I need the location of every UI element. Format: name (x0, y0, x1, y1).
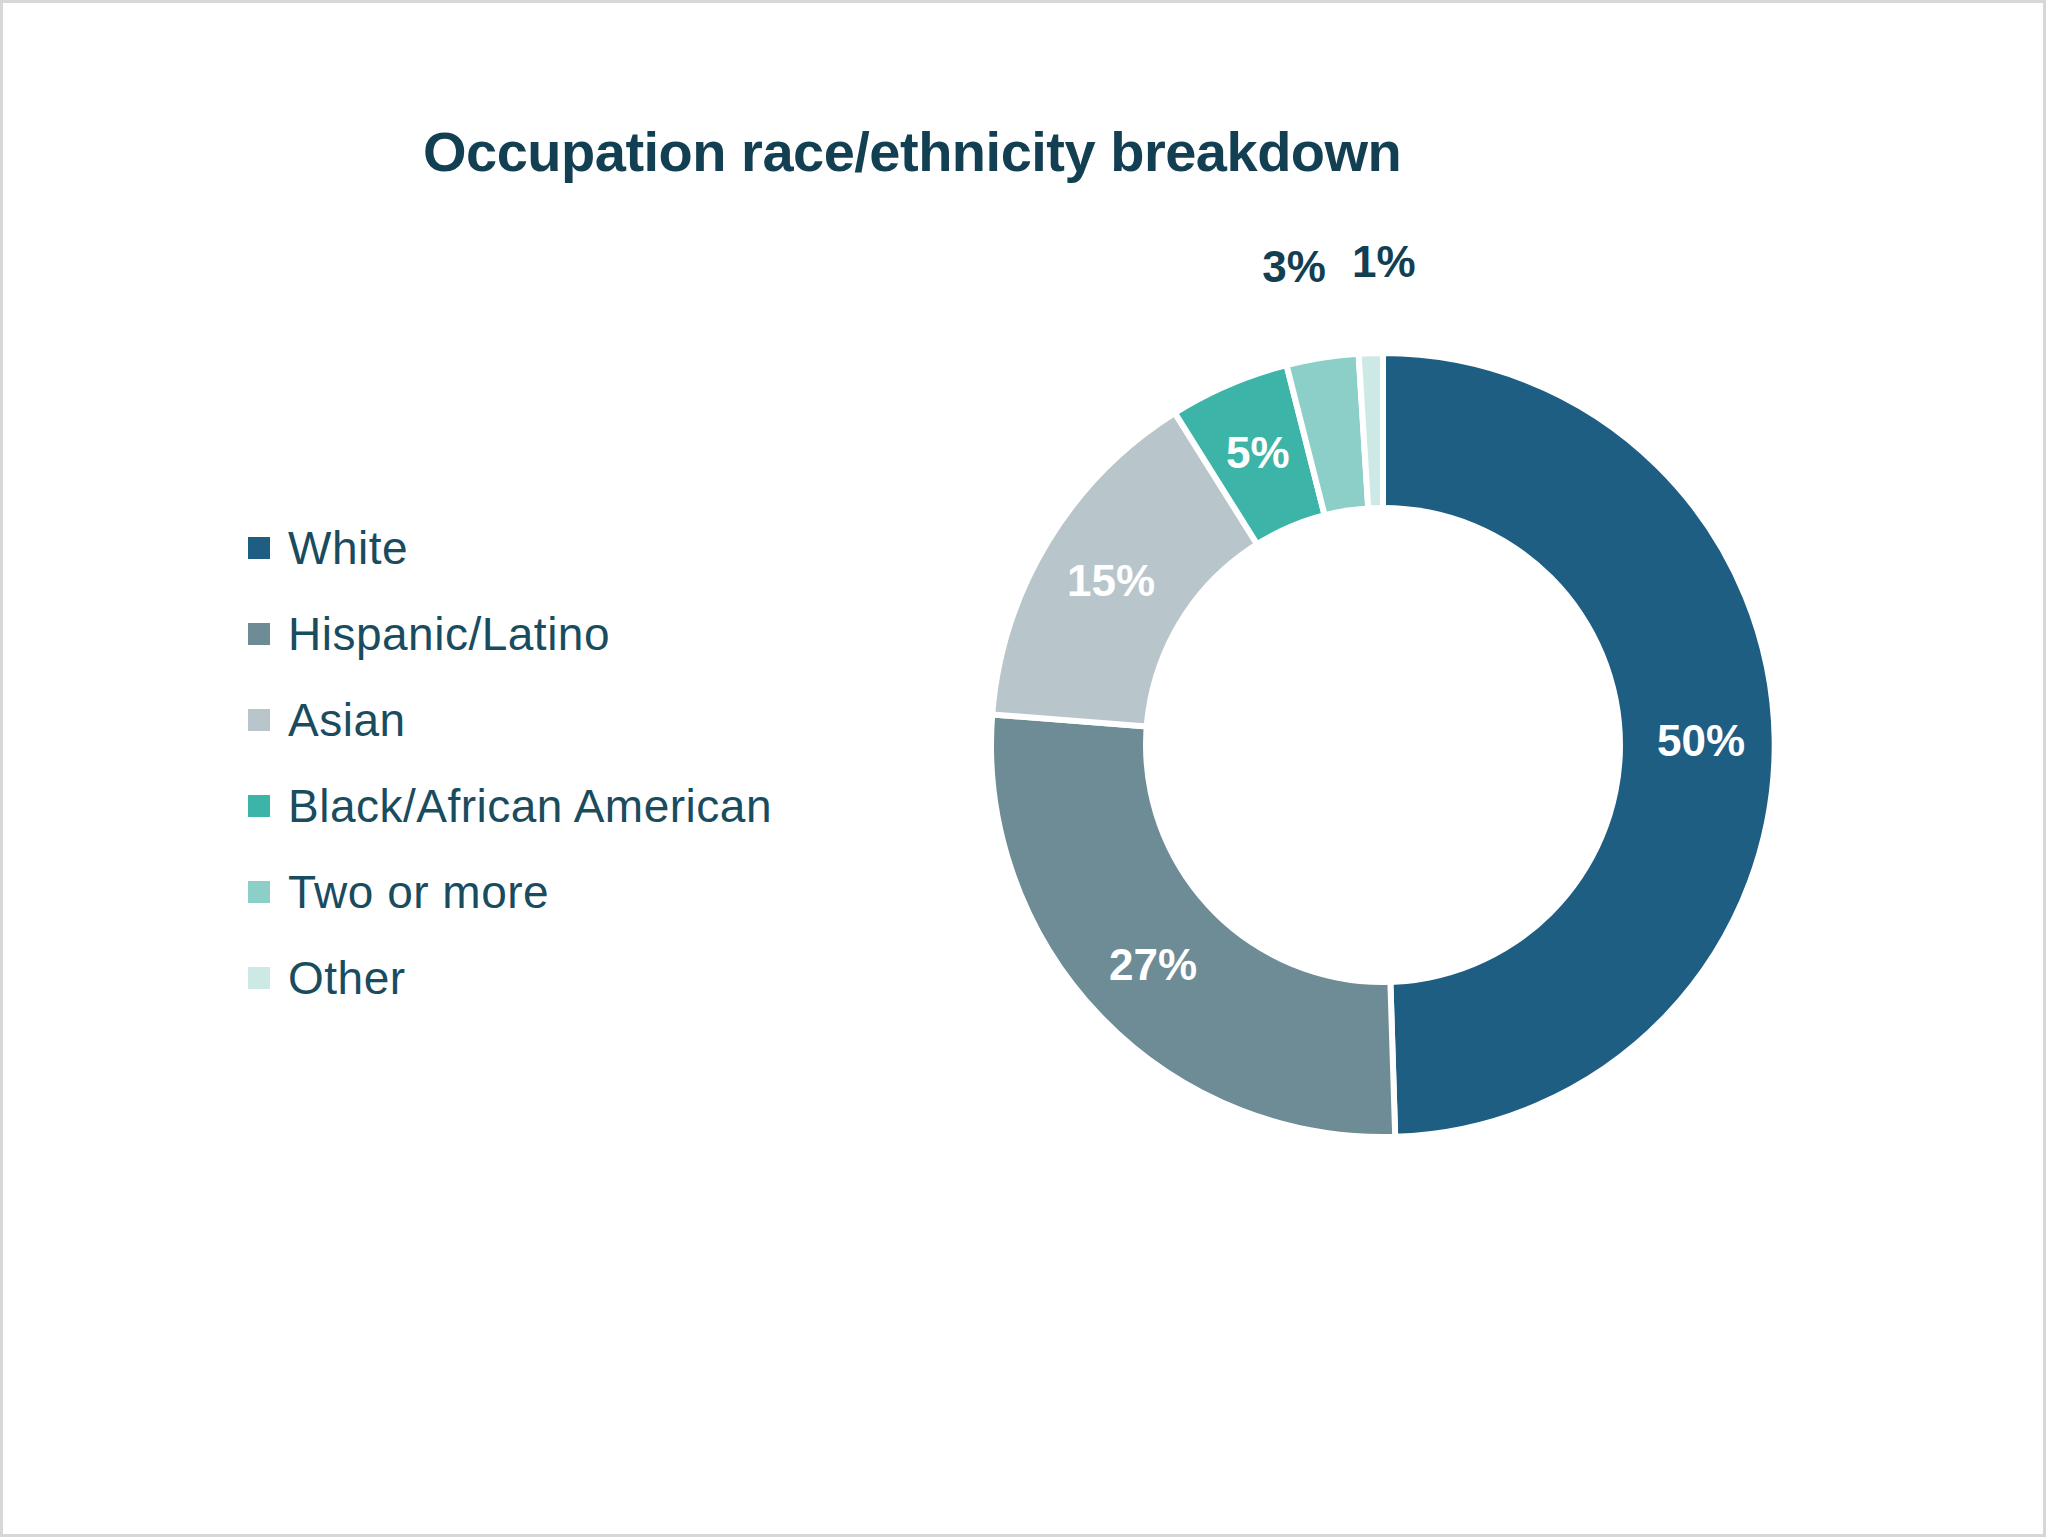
slice-value-label-two-or-more: 3% (1262, 242, 1326, 291)
legend-item-hispanic-latino: Hispanic/Latino (248, 607, 772, 661)
donut-chart: 50% 27% 15% 5% 3% 1% (943, 223, 1843, 1203)
slice-value-label-black-african-american: 5% (1226, 428, 1290, 477)
legend-swatch-icon (248, 881, 270, 903)
legend-swatch-icon (248, 795, 270, 817)
chart-title: Occupation race/ethnicity breakdown (423, 119, 1401, 184)
legend-swatch-icon (248, 967, 270, 989)
chart-legend: White Hispanic/Latino Asian Black/African A… (248, 521, 772, 1037)
slice-value-label-white: 50% (1657, 716, 1745, 765)
legend-item-black-african-american: Black/African American (248, 779, 772, 833)
slice-value-label-asian: 15% (1067, 556, 1155, 605)
legend-label: Black/African American (288, 779, 772, 833)
legend-label: Asian (288, 693, 406, 747)
legend-item-other: Other (248, 951, 772, 1005)
legend-item-white: White (248, 521, 772, 575)
legend-swatch-icon (248, 537, 270, 559)
legend-swatch-icon (248, 623, 270, 645)
legend-label: White (288, 521, 408, 575)
slice-value-label-hispanic-latino: 27% (1109, 940, 1197, 989)
donut-hole (1143, 505, 1623, 985)
slice-value-label-other: 1% (1352, 237, 1416, 286)
legend-label: Two or more (288, 865, 549, 919)
legend-swatch-icon (248, 709, 270, 731)
chart-card: Occupation race/ethnicity breakdown Whit… (0, 0, 2046, 1537)
legend-label: Other (288, 951, 406, 1005)
legend-label: Hispanic/Latino (288, 607, 610, 661)
legend-item-asian: Asian (248, 693, 772, 747)
legend-item-two-or-more: Two or more (248, 865, 772, 919)
